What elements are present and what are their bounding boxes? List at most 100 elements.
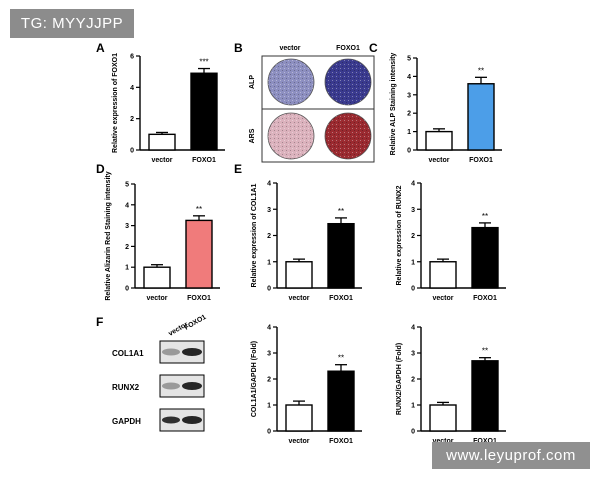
significance-marker: ** (482, 212, 488, 221)
bar-foxo1 (327, 222, 355, 289)
x-tick-label: FOXO1 (473, 438, 497, 445)
y-axis-label: RUNX2/GAPDH (Fold) (396, 343, 403, 415)
significance-marker: ** (482, 347, 488, 356)
y-tick-label: 2 (267, 377, 271, 384)
alp-vector-well-texture (268, 59, 314, 105)
y-tick-label: 3 (411, 207, 415, 214)
significance-marker: ** (338, 207, 344, 216)
y-axis-label: Relative expression of FOXO1 (112, 53, 119, 153)
x-tick-label: FOXO1 (187, 295, 211, 302)
wb-protein-label: COL1A1 (112, 349, 144, 358)
bar-foxo1 (471, 360, 499, 432)
bar-chart-d: 0 1 2 3 4 5 Relative Alizarin Red Staining int… (105, 171, 220, 302)
watermark-bottom-right: www.leyuprof.com (432, 442, 590, 469)
y-tick-label: 4 (125, 202, 129, 209)
y-tick-label: 0 (407, 148, 411, 155)
wb-protein-label: GAPDH (112, 417, 141, 426)
y-tick-label: 3 (267, 207, 271, 214)
bar-chart-f2: 0 1 2 3 4 RUNX2/GAPDH (Fold) vector FOXO1 ** (396, 325, 506, 445)
x-tick-label: FOXO1 (469, 157, 493, 164)
y-axis-label: COL1A1/GAPDH (Fold) (251, 341, 258, 417)
significance-marker: ** (338, 354, 344, 363)
y-axis-label: Relative ALP Staining intensity (390, 53, 397, 156)
wb-band-foxo1 (182, 382, 202, 390)
y-tick-label: 3 (267, 351, 271, 358)
bar-vector (425, 130, 453, 151)
x-tick-label: FOXO1 (329, 438, 353, 445)
bar-foxo1 (467, 83, 495, 151)
y-tick-label: 2 (411, 233, 415, 240)
y-tick-label: 1 (125, 265, 129, 272)
x-tick-label: vector (151, 157, 172, 164)
wb-band-foxo1 (182, 348, 202, 356)
y-tick-label: 1 (411, 259, 415, 266)
bar-vector (429, 261, 457, 289)
bar-vector (285, 261, 313, 289)
wb-band-foxo1 (182, 416, 202, 424)
panel-letter-E: E (234, 162, 242, 176)
ars-foxo1-well-texture (325, 113, 371, 159)
significance-marker: ** (196, 205, 202, 214)
y-tick-label: 2 (407, 111, 411, 118)
panel-letter-F: F (96, 315, 103, 329)
staining-col-label: vector (279, 45, 300, 52)
staining-row-label: ALP (249, 75, 256, 89)
wb-band-vector (162, 416, 180, 424)
alp-foxo1-well-texture (325, 59, 371, 105)
wb-protein-label: RUNX2 (112, 383, 140, 392)
bar-vector (285, 404, 313, 432)
y-tick-label: 0 (267, 286, 271, 293)
y-tick-label: 0 (267, 429, 271, 436)
y-tick-label: 4 (411, 181, 415, 188)
wb-band-vector (162, 348, 180, 356)
y-tick-label: 2 (125, 244, 129, 251)
x-tick-label: vector (428, 157, 449, 164)
y-tick-label: 6 (130, 54, 134, 61)
x-tick-label: FOXO1 (329, 295, 353, 302)
y-tick-label: 3 (125, 223, 129, 230)
x-tick-label: FOXO1 (473, 295, 497, 302)
y-tick-label: 2 (267, 233, 271, 240)
x-tick-label: vector (432, 295, 453, 302)
x-tick-label: vector (146, 295, 167, 302)
y-tick-label: 4 (267, 325, 271, 332)
wb-lane-label: FOXO1 (184, 314, 208, 332)
y-axis-label: Relative expression of COL1A1 (251, 183, 258, 287)
y-tick-label: 4 (267, 181, 271, 188)
x-tick-label: vector (432, 438, 453, 445)
y-axis-label: Relative expression of RUNX2 (396, 185, 403, 285)
y-tick-label: 5 (125, 182, 129, 189)
bar-chart-e2: 0 1 2 3 4 Relative expression of RUNX2 vector F… (396, 181, 506, 302)
bar-chart-a: 0 2 4 6 Relative expression of FOXO1 vector FO… (112, 53, 225, 164)
bar-foxo1 (471, 226, 499, 289)
bar-foxo1 (327, 370, 355, 432)
watermark-top-left: TG: MYYJJPP (10, 9, 134, 38)
y-tick-label: 1 (407, 129, 411, 136)
staining-panel: vector FOXO1 ALP ARS (249, 45, 375, 163)
y-tick-label: 0 (125, 286, 129, 293)
y-tick-label: 2 (411, 377, 415, 384)
bar-vector (148, 133, 176, 151)
y-axis-label: Relative Alizarin Red Staining intensity (105, 171, 112, 300)
x-tick-label: vector (288, 295, 309, 302)
x-tick-label: vector (288, 438, 309, 445)
y-tick-label: 3 (407, 92, 411, 99)
bar-vector (143, 266, 171, 289)
panel-letter-A: A (96, 41, 105, 55)
staining-col-label: FOXO1 (336, 45, 360, 52)
y-tick-label: 4 (407, 74, 411, 81)
wb-band-vector (162, 382, 180, 390)
bar-chart-f1: 0 1 2 3 4 COL1A1/GAPDH (Fold) vector FOXO1 ** (251, 325, 362, 445)
y-tick-label: 1 (267, 259, 271, 266)
bar-foxo1 (190, 72, 218, 151)
y-tick-label: 3 (411, 351, 415, 358)
y-tick-label: 1 (411, 403, 415, 410)
bar-foxo1 (185, 219, 213, 289)
y-tick-label: 0 (411, 286, 415, 293)
ars-vector-well-texture (268, 113, 314, 159)
x-tick-label: FOXO1 (192, 157, 216, 164)
bar-chart-c: 0 1 2 3 4 5 Relative ALP Staining intensity vec… (390, 53, 502, 164)
significance-marker: *** (199, 58, 208, 67)
